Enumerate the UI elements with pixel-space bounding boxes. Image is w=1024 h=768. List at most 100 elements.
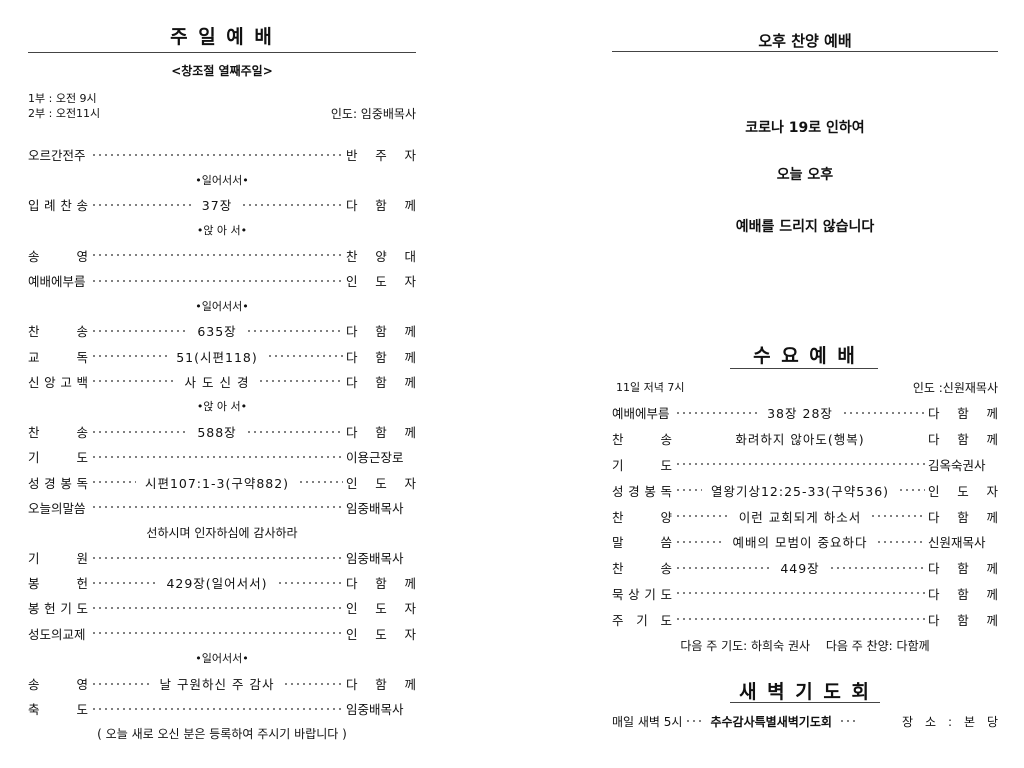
item-person: 임중배목사 xyxy=(346,702,404,718)
dot-leader xyxy=(245,430,344,433)
wednesday-title: 수 요 예 배 xyxy=(753,345,857,367)
item-label: 성도의교제 xyxy=(28,626,86,642)
item-detail: 37장 xyxy=(201,198,233,214)
item-detail: 429장(일어서서) xyxy=(166,576,268,592)
item-label: 신 앙 고 백 xyxy=(28,374,88,390)
item-person: 다 함 께 xyxy=(928,432,999,448)
item-detail: 날 구원하신 주 감사 xyxy=(159,677,275,693)
sunday-order: 오르간전주 반 주 자 •일어서서• 입 례 찬 송 37장 다 함 께 •앉 아 서• 송 … xyxy=(28,142,416,747)
dot-leader xyxy=(675,566,772,569)
item-detail: 예배의 모범이 중요하다 xyxy=(732,535,868,551)
item-detail: 588장 xyxy=(197,425,237,441)
item-person: 다 함 께 xyxy=(346,576,416,592)
afternoon-title: 오후 찬양 예배 xyxy=(758,32,852,50)
section-note: •일어서서• xyxy=(28,646,416,671)
afternoon-line-2: 오늘 오후 xyxy=(776,167,834,183)
order-item: 봉 헌 429장(일어서서) 다 함 께 xyxy=(28,570,416,595)
item-detail: 449장 xyxy=(780,561,820,577)
item-person: 다 함 께 xyxy=(928,509,999,525)
item-person: 인 도 자 xyxy=(928,483,998,499)
dot-leader xyxy=(245,329,344,332)
note-text: •일어서서• xyxy=(195,299,249,313)
item-person: 인 도 자 xyxy=(346,475,417,491)
dot-leader xyxy=(91,606,343,609)
item-label: 교 독 xyxy=(28,349,88,365)
dot-leader xyxy=(91,254,343,257)
order-item: 입 례 찬 송 37장 다 함 께 xyxy=(28,192,416,217)
dot-leader xyxy=(675,411,759,414)
item-person: 이용근장로 xyxy=(346,450,404,466)
order-item: 말 씀 예배의 모범이 중요하다 신원재목사 xyxy=(612,529,998,555)
note-text: •앉 아 서• xyxy=(196,224,248,238)
dot-leader xyxy=(241,203,343,206)
item-label: 기 도 xyxy=(28,450,88,466)
order-item: 기 도 김옥숙권사 xyxy=(612,452,998,478)
item-label: 찬 송 xyxy=(612,432,672,448)
dawn-title: 새 벽 기 도 회 xyxy=(739,681,871,703)
dot-leader xyxy=(898,489,925,492)
divider xyxy=(612,51,998,52)
title-underline xyxy=(730,702,880,703)
dawn-event: 추수감사특별새벽기도회 xyxy=(710,714,832,729)
dawn-time: 매일 새벽 5시 xyxy=(612,714,683,729)
item-label: 성 경 봉 독 xyxy=(612,483,672,499)
divider xyxy=(28,52,416,53)
dot-leader xyxy=(276,581,343,584)
dot-leader xyxy=(91,380,176,383)
dot-leader xyxy=(828,566,926,569)
sunday-leader: 인도: 임중배목사 xyxy=(330,107,416,121)
item-person: 다 함 께 xyxy=(346,349,416,365)
item-person: 다 함 께 xyxy=(346,677,417,693)
dot-leader xyxy=(91,632,343,635)
order-item: 찬 송 화려하지 않아도(행복) 다 함 께 xyxy=(612,426,998,452)
item-label: 주 기 도 xyxy=(612,612,672,628)
item-person: 인 도 자 xyxy=(346,274,416,290)
note-text: •앉 아 서• xyxy=(196,400,248,414)
order-item: 축 도 임중배목사 xyxy=(28,696,416,721)
dot-leader xyxy=(675,515,730,518)
item-label: 말 씀 xyxy=(612,535,672,551)
dot-leader xyxy=(91,506,343,509)
item-person: 찬 양 대 xyxy=(346,248,416,264)
order-item: 오르간전주 반 주 자 xyxy=(28,142,416,167)
afternoon-line-1: 코로나 19로 인하여 xyxy=(745,120,865,136)
dot-leader xyxy=(91,682,151,685)
dot-leader xyxy=(675,463,925,466)
item-person: 임중배목사 xyxy=(346,551,404,567)
wednesday-time: 11일 저녁 7시 xyxy=(616,381,685,394)
item-label: 찬 송 xyxy=(28,324,88,340)
note-text: 선하시며 인자하심에 감사하라 xyxy=(146,525,298,540)
dot-leader xyxy=(675,489,702,492)
dot-leader xyxy=(841,411,926,414)
item-detail: 화려하지 않아도(행복) xyxy=(735,432,865,448)
item-label: 송 영 xyxy=(28,677,88,693)
dot-leader xyxy=(91,581,158,584)
item-person: 다 함 께 xyxy=(346,198,416,214)
dot-leader xyxy=(675,540,724,543)
order-item: 찬 송 588장 다 함 께 xyxy=(28,419,416,444)
item-person: 다 함 께 xyxy=(928,406,999,422)
title-underline xyxy=(730,368,878,369)
item-label: 봉 헌 xyxy=(28,576,88,592)
order-item: 찬 송 635장 다 함 께 xyxy=(28,318,416,343)
dot-leader xyxy=(91,556,343,559)
centered-note: ( 오늘 새로 오신 분은 등록하여 주시기 바랍니다 ) xyxy=(28,721,416,746)
item-label: 축 도 xyxy=(28,702,88,718)
item-person: 다 함 께 xyxy=(346,425,417,441)
order-item: 예배에부름 38장 28장 다 함 께 xyxy=(612,400,998,426)
dot-leader xyxy=(870,515,926,518)
section-note: •일어서서• xyxy=(28,293,416,318)
order-item: 예배에부름 인 도 자 xyxy=(28,268,416,293)
order-item: 성 경 봉 독 시편107:1-3(구약882) 인 도 자 xyxy=(28,469,416,494)
order-item: 찬 송 449장 다 함 께 xyxy=(612,555,998,581)
item-label: 예배에부름 xyxy=(612,406,670,422)
dot-leader xyxy=(675,592,925,595)
dot-leader xyxy=(91,481,136,484)
item-detail: 열왕기상12:25-33(구약536) xyxy=(710,483,890,499)
note-text: ( 오늘 새로 오신 분은 등록하여 주시기 바랍니다 ) xyxy=(97,727,347,742)
order-item: 성도의교제 인 도 자 xyxy=(28,621,416,646)
afternoon-line-3: 예배를 드리지 않습니다 xyxy=(735,219,875,235)
dot-leader xyxy=(685,720,704,722)
item-detail: 사 도 신 경 xyxy=(184,374,250,390)
item-label: 찬 송 xyxy=(28,425,88,441)
